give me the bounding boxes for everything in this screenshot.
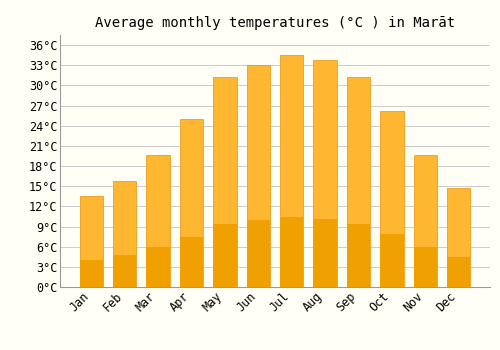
Bar	[113, 255, 136, 287]
Bar	[347, 224, 370, 287]
Bar	[380, 234, 404, 287]
Bar	[280, 55, 303, 287]
Title: Average monthly temperatures (°C ) in Marāt: Average monthly temperatures (°C ) in Ma…	[95, 16, 455, 30]
Bar	[180, 237, 203, 287]
Bar	[314, 219, 337, 287]
Bar	[314, 60, 337, 287]
Bar	[246, 65, 270, 287]
Bar	[347, 77, 370, 287]
Bar	[246, 220, 270, 287]
Bar	[113, 181, 136, 287]
Bar	[180, 119, 203, 287]
Bar	[80, 196, 103, 287]
Bar	[447, 257, 470, 287]
Bar	[414, 247, 437, 287]
Bar	[380, 111, 404, 287]
Bar	[146, 247, 170, 287]
Bar	[146, 155, 170, 287]
Bar	[80, 260, 103, 287]
Bar	[280, 217, 303, 287]
Bar	[414, 155, 437, 287]
Bar	[447, 188, 470, 287]
Bar	[213, 77, 236, 287]
Bar	[213, 224, 236, 287]
